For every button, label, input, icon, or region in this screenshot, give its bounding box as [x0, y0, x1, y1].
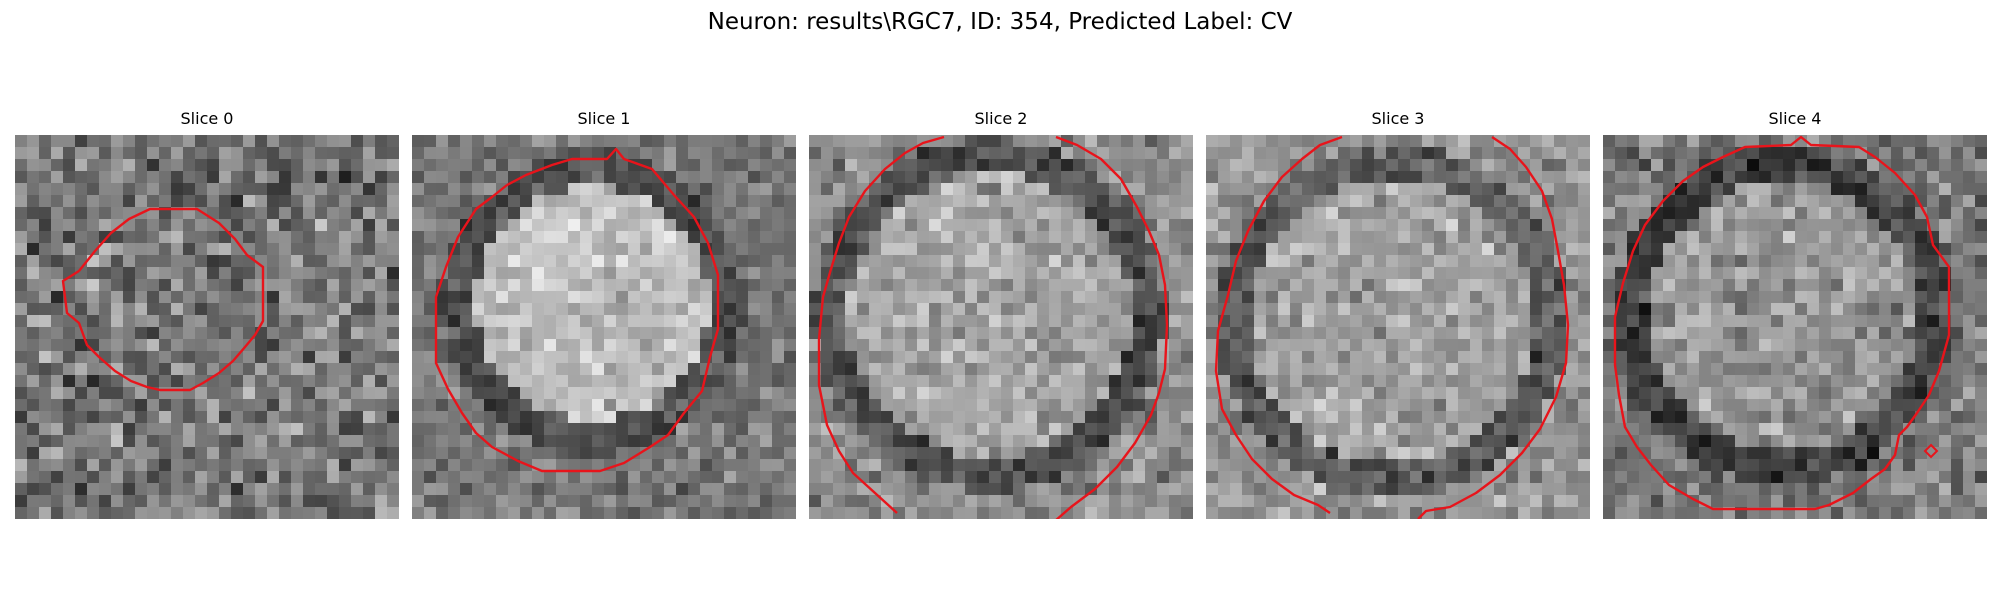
slice-title: Slice 1	[577, 109, 631, 128]
contour-line	[1417, 136, 1570, 519]
pixel-grid	[412, 135, 796, 519]
pixel-grid	[1603, 135, 1987, 519]
contour-line	[1613, 135, 1951, 511]
slice-image	[809, 135, 1193, 519]
pixel-grid	[809, 135, 1193, 519]
slice-title: Slice 3	[1371, 109, 1425, 128]
pixel-grid	[1206, 135, 1590, 519]
slice-image	[15, 135, 399, 519]
slice-title: Slice 4	[1768, 109, 1822, 128]
slice-image	[1206, 135, 1590, 519]
contour-small-marker	[1923, 443, 1939, 459]
contour-line	[61, 207, 265, 392]
contour-line	[1055, 135, 1169, 519]
slice-image	[412, 135, 796, 519]
contour-line	[817, 135, 945, 514]
slice-title: Slice 2	[974, 109, 1028, 128]
slice-panel-4: Slice 4	[1603, 108, 1987, 522]
contour-line	[1214, 135, 1343, 514]
slice-panel-2: Slice 2	[809, 108, 1193, 522]
slice-panel-1: Slice 1	[412, 108, 796, 522]
pixel-grid	[15, 135, 399, 519]
slice-panel-0: Slice 0	[15, 108, 399, 522]
slice-title: Slice 0	[180, 109, 234, 128]
figure-title: Neuron: results\RGC7, ID: 354, Predicted…	[707, 9, 1293, 35]
contour-line	[434, 147, 720, 473]
slice-panel-3: Slice 3	[1206, 108, 1590, 522]
slice-image	[1603, 135, 1987, 519]
